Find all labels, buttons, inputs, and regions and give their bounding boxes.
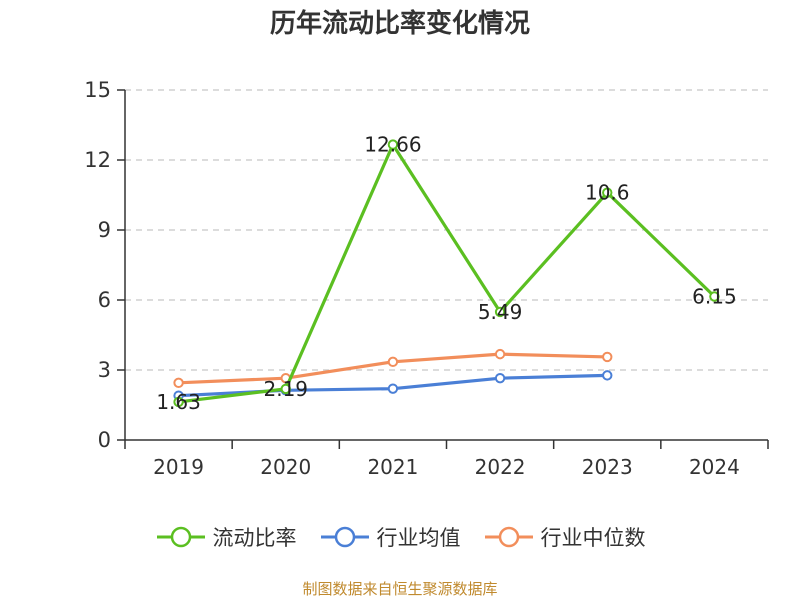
series-1-point[interactable]	[602, 370, 613, 381]
x-tick-label: 2023	[582, 455, 633, 479]
series-0-point[interactable]	[602, 187, 613, 198]
y-tick-label: 15	[84, 78, 111, 102]
data-label: 5.49	[478, 300, 523, 324]
data-label: 6.15	[692, 285, 737, 309]
legend-item-1[interactable]: 行业均值	[319, 522, 461, 552]
legend: 流动比率 行业均值 行业中位数	[0, 519, 800, 555]
legend-swatch-icon	[484, 526, 533, 548]
legend-label: 流动比率	[212, 526, 297, 550]
series-2-point[interactable]	[173, 377, 184, 389]
legend-label: 行业均值	[376, 526, 461, 550]
data-labels: 1.63 2.19 12.66 5.49 10.6 6.15	[156, 133, 736, 414]
y-tick-label: 0	[98, 428, 111, 452]
series-0-point[interactable]	[494, 306, 506, 318]
chart-title: 历年流动比率变化情况	[269, 9, 530, 39]
legend-item-0[interactable]: 流动比率	[155, 522, 297, 552]
x-tick-label: 2021	[367, 455, 418, 479]
x-tick-label: 2024	[689, 455, 740, 479]
series-0-point[interactable]	[387, 139, 399, 150]
series-2-point[interactable]	[494, 348, 506, 360]
legend-swatch-icon	[156, 526, 205, 548]
series-2-point[interactable]	[602, 351, 613, 363]
series-0-point[interactable]	[280, 383, 291, 395]
series-line-0	[176, 143, 717, 404]
y-tick-label: 12	[84, 148, 111, 172]
legend-label: 行业中位数	[540, 526, 646, 550]
data-label: 12.66	[364, 133, 421, 157]
y-tick-label: 6	[98, 288, 111, 312]
series-lines	[173, 139, 720, 408]
series-1-point[interactable]	[494, 372, 506, 384]
series-2-point[interactable]	[387, 356, 399, 368]
legend-item-2[interactable]: 行业中位数	[483, 522, 646, 552]
data-label: 10.6	[585, 181, 630, 205]
legend-swatch-icon	[320, 526, 369, 548]
series-0-point[interactable]	[173, 396, 184, 408]
x-tick-label: 2020	[260, 455, 311, 479]
x-tick-label: 2019	[153, 455, 204, 479]
y-tick-label: 3	[98, 358, 111, 382]
y-tick-label: 9	[98, 218, 111, 242]
series-1-point[interactable]	[387, 383, 399, 394]
data-label: 1.63	[156, 390, 201, 414]
axes: 0 3 6 9 12 15 2019 2020 2021 2022 2023 2024	[84, 78, 769, 479]
x-tick-label: 2022	[475, 455, 526, 479]
source-note: 制图数据来自恒生聚源数据库	[302, 580, 498, 598]
data-label: 2.19	[263, 377, 308, 401]
series-0-point[interactable]	[709, 291, 720, 302]
